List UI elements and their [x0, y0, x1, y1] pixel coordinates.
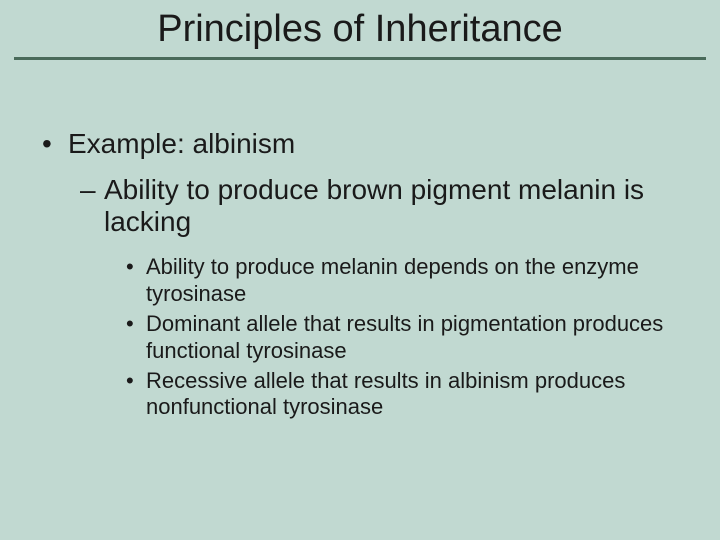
bullet-level-3: • Ability to produce melanin depends on … [124, 254, 680, 307]
bullet-text: Example: albinism [68, 128, 680, 160]
bullet-marker: • [40, 128, 68, 160]
bullet-marker: • [124, 368, 146, 421]
bullet-text: Ability to produce brown pigment melanin… [104, 174, 680, 238]
slide-title: Principles of Inheritance [0, 0, 720, 57]
bullet-marker: • [124, 254, 146, 307]
bullet-text: Recessive allele that results in albinis… [146, 368, 680, 421]
slide-body: • Example: albinism – Ability to produce… [0, 60, 720, 421]
bullet-level-3: • Dominant allele that results in pigmen… [124, 311, 680, 364]
bullet-text: Ability to produce melanin depends on th… [146, 254, 680, 307]
dash-marker: – [80, 174, 104, 238]
bullet-marker: • [124, 311, 146, 364]
bullet-level-2: – Ability to produce brown pigment melan… [80, 174, 680, 238]
bullet-level-3: • Recessive allele that results in albin… [124, 368, 680, 421]
bullet-text: Dominant allele that results in pigmenta… [146, 311, 680, 364]
slide: Principles of Inheritance • Example: alb… [0, 0, 720, 540]
bullet-level-1: • Example: albinism [40, 128, 680, 160]
